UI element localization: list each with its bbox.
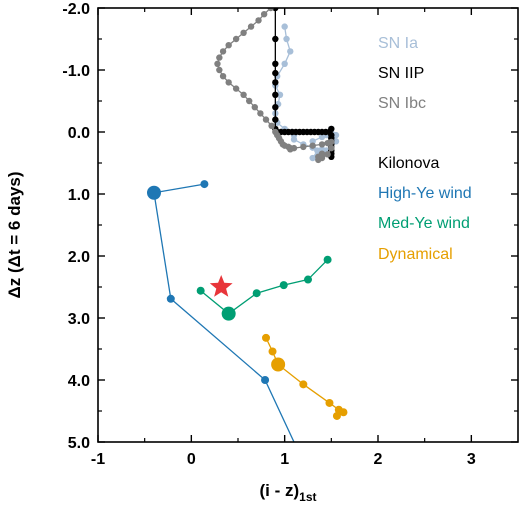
data-point	[257, 110, 264, 117]
data-point	[272, 35, 279, 43]
data-point	[318, 141, 326, 148]
data-point	[214, 60, 221, 67]
series-dynamical	[262, 333, 348, 420]
data-point	[276, 91, 284, 99]
data-point	[271, 357, 286, 372]
series-med-ye-wind	[196, 255, 332, 321]
data-point	[300, 143, 307, 151]
data-point	[339, 408, 348, 417]
data-point	[332, 411, 341, 420]
data-point	[221, 306, 236, 321]
data-point	[281, 60, 288, 67]
data-point	[328, 138, 335, 146]
data-point	[283, 35, 290, 43]
x-axis-label: (i - z)1st	[260, 481, 317, 504]
data-point	[279, 281, 288, 290]
legend-entry: SN Ibc	[378, 95, 426, 112]
data-point	[232, 85, 240, 92]
x-tick-label: 2	[374, 451, 383, 468]
data-point	[216, 54, 223, 61]
data-point	[216, 66, 223, 74]
legend-entry: SN IIP	[378, 65, 424, 82]
series-line	[274, 26, 337, 159]
x-axis-label-subscript: 1st	[299, 490, 316, 504]
data-point	[268, 122, 275, 129]
data-point	[332, 138, 340, 145]
data-point	[314, 147, 321, 154]
y-tick-label: 3.0	[68, 311, 90, 328]
data-point	[325, 398, 334, 407]
y-tick-label: 5.0	[68, 435, 90, 452]
y-tick-label: 0.0	[68, 125, 90, 142]
legend: SN Ia SN IIP SN Ibc Kilonova High-Ye wind Med…	[378, 35, 472, 263]
x-tick-label: 0	[187, 451, 196, 468]
star-marker	[209, 275, 233, 297]
data-point	[255, 17, 262, 24]
data-point	[260, 11, 268, 18]
x-tick-label: 1	[280, 451, 289, 468]
y-tick-label: -2.0	[62, 1, 90, 18]
data-point	[324, 151, 331, 158]
axes: -1 0 1 2 3 -2.0 -1.0 0.0 1.0 2.0 3.0 4.0 5.0	[62, 1, 518, 468]
data-point	[304, 275, 312, 284]
data-point	[272, 60, 279, 67]
data-point	[272, 91, 279, 99]
x-axis-label-main: (i - z)	[260, 481, 300, 500]
data-layer	[147, 8, 348, 442]
x-tick-label: 3	[467, 451, 476, 468]
data-point	[147, 185, 161, 200]
data-point	[166, 294, 175, 303]
data-point	[261, 376, 270, 384]
data-point	[318, 150, 326, 157]
data-point	[247, 23, 255, 30]
legend-entry: Dynamical	[378, 246, 453, 263]
data-point	[272, 69, 279, 77]
data-point	[309, 142, 316, 149]
y-tick-label: 1.0	[68, 187, 90, 204]
y-tick-label: -1.0	[62, 63, 90, 80]
data-point	[272, 79, 279, 86]
legend-entry: SN Ia	[378, 35, 418, 52]
data-point	[196, 286, 205, 295]
legend-entry: Kilonova	[378, 155, 439, 172]
series-sn-ibc	[214, 8, 335, 164]
y-tick-label: 2.0	[68, 249, 90, 266]
y-axis-label: Δz (Δt = 6 days)	[5, 172, 24, 299]
data-point	[251, 104, 258, 111]
data-point	[219, 73, 227, 80]
data-point	[290, 144, 298, 152]
y-tick-label: 4.0	[68, 373, 90, 390]
series-high-ye-wind	[147, 180, 295, 442]
data-point	[246, 97, 253, 105]
legend-entry: Med-Ye wind	[378, 215, 470, 232]
legend-entry: High-Ye wind	[378, 185, 472, 202]
data-point	[272, 116, 279, 123]
data-point	[268, 347, 277, 356]
data-point	[328, 144, 335, 152]
data-point	[262, 333, 270, 342]
data-point	[262, 116, 270, 123]
data-point	[328, 125, 335, 133]
data-point	[225, 79, 232, 86]
data-point	[219, 48, 227, 55]
data-point	[240, 29, 247, 36]
data-point	[252, 289, 261, 298]
data-point	[299, 380, 308, 389]
data-point	[323, 255, 332, 264]
data-point	[272, 104, 279, 111]
data-point	[225, 42, 232, 49]
x-tick-label: -1	[91, 451, 105, 468]
data-point	[290, 136, 298, 143]
data-point	[332, 131, 340, 139]
data-point	[240, 91, 247, 99]
data-point	[232, 35, 240, 43]
data-point	[200, 180, 209, 189]
data-point	[287, 48, 294, 55]
data-point	[281, 23, 288, 30]
